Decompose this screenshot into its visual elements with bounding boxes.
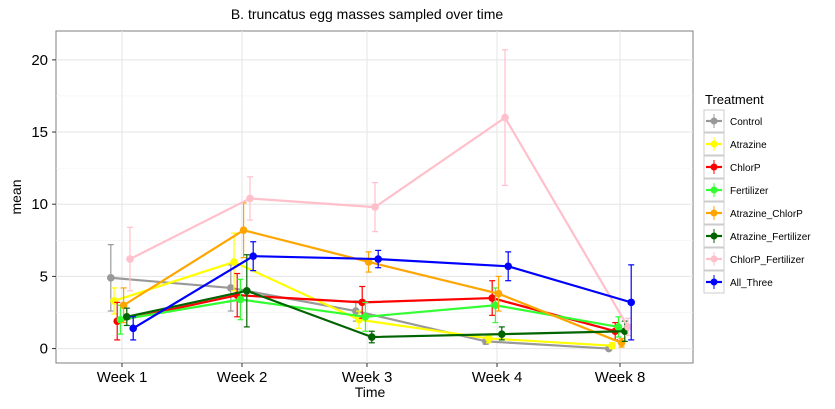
y-tick-label: 15 [31,124,48,141]
legend-key-point [710,163,718,171]
data-point [498,330,506,338]
legend-key-point [710,186,718,194]
data-point [608,341,616,350]
data-point [491,301,500,310]
legend-title: Treatment [705,92,764,107]
data-point [116,315,125,324]
data-point [488,294,497,302]
x-tick-label: Week 4 [472,369,523,386]
y-tick-label: 10 [31,196,48,213]
legend-item-ChlorP_Fertilizer: ChlorP_Fertilizer [703,247,805,271]
data-point [627,298,635,307]
data-point [107,274,115,282]
data-point [236,295,245,304]
grid-layer [56,31,693,363]
y-tick-label: 5 [40,268,48,285]
legend-item-ChlorP: ChlorP [703,155,761,179]
legend-label: ChlorP [730,163,761,174]
legend-key-point [710,140,718,148]
data-point [239,226,248,234]
y-tick-label: 0 [40,341,48,358]
data-point [358,298,367,307]
data-point [230,258,238,266]
data-point [249,252,257,260]
legend-items: Control Atrazine ChlorP Fertilizer Atrazine_… [703,109,811,294]
data-point [119,301,128,310]
data-point [614,323,623,331]
legend-label: All_Three [730,278,773,289]
legend-label: Atrazine_Fertilizer [730,232,811,243]
data-point [371,203,379,211]
legend-key-point [710,232,718,240]
data-point [501,113,509,122]
legend-key-point [710,117,718,125]
legend-item-Atrazine_Fertilizer: Atrazine_Fertilizer [703,224,811,248]
data-point [494,289,503,298]
legend-label: Control [730,117,762,128]
legend-item-Atrazine_ChlorP: Atrazine_ChlorP [703,201,803,225]
x-tick-label: Week 2 [217,369,268,386]
legend-label: Atrazine_ChlorP [730,209,803,220]
legend-label: Fertilizer [730,186,769,197]
series-All_Three [129,241,635,341]
data-point [374,255,383,263]
series-ChlorP_Fertilizer [126,49,632,337]
data-point [364,258,373,266]
data-point [352,307,360,315]
data-point [126,255,134,263]
legend-label: ChlorP_Fertilizer [730,255,805,266]
data-point [123,313,131,321]
legend-key-point [710,278,718,286]
data-point [624,323,632,331]
data-point [227,284,235,292]
y-axis-label: mean [8,179,24,214]
x-tick-label: Week 1 [97,369,148,386]
x-tick-label: Week 8 [595,369,646,386]
axis-layer: 0 5 10 15 20 Week 1 Week 2 Week 3 Week 4 Week 8 [31,52,645,386]
data-point [368,333,376,341]
legend-key-point [710,209,718,217]
series-layer [107,49,635,353]
data-point [129,324,137,333]
legend-item-Atrazine: Atrazine [703,132,767,156]
legend-item-Control: Control [703,109,762,133]
series-Fertilizer [116,278,623,338]
legend: Treatment Control Atrazine ChlorP Fertilize… [703,92,811,294]
y-tick-label: 20 [31,52,48,69]
x-tick-label: Week 3 [342,369,393,386]
legend-key-point [710,255,718,263]
data-point [243,287,251,295]
data-point [246,194,254,203]
x-axis-label: Time [355,384,386,400]
legend-item-All_Three: All_Three [703,270,773,294]
chart-title: B. truncatus egg masses sampled over tim… [231,6,504,22]
legend-label: Atrazine [730,140,767,151]
legend-item-Fertilizer: Fertilizer [703,178,769,202]
data-point [485,334,493,343]
data-point [504,262,512,271]
data-point [361,313,370,321]
